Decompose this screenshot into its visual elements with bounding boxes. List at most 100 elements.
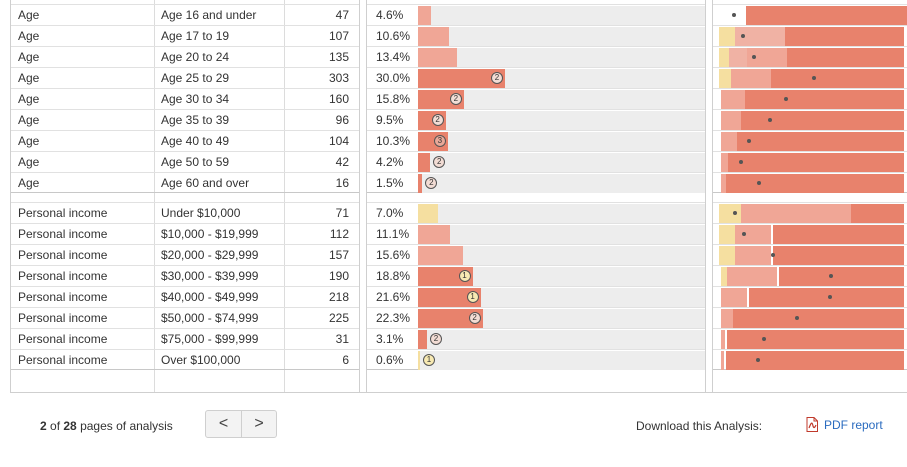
percent-row: 10.6% xyxy=(367,25,705,46)
table-row: Age Age 16 and under 47 xyxy=(11,4,359,25)
percent-bar xyxy=(418,204,439,223)
category-cell: Age xyxy=(18,113,40,127)
median-marker xyxy=(756,358,760,362)
segment-cell: Age 25 to 29 xyxy=(161,71,230,85)
table-row: Age Age 60 and over 16 xyxy=(11,172,359,193)
segment-cell: Age 50 to 59 xyxy=(161,155,230,169)
distribution-row xyxy=(713,328,907,349)
percent-bar xyxy=(418,27,449,46)
median-marker xyxy=(747,139,751,143)
percent-cell: 13.4% xyxy=(376,50,411,64)
percent-row: 3.1% 2 xyxy=(367,328,705,349)
distribution-segment xyxy=(721,111,741,130)
pages-of-label: of xyxy=(46,419,64,433)
category-cell: Age xyxy=(18,155,40,169)
distribution-row xyxy=(713,88,907,109)
percent-track: 1 xyxy=(418,267,705,286)
pdf-report-link[interactable]: PDF report xyxy=(806,417,883,432)
percent-row: 11.1% xyxy=(367,223,705,244)
category-cell: Age xyxy=(18,134,40,148)
distribution-segment xyxy=(721,288,747,307)
distribution-segment xyxy=(719,48,729,67)
segment-cell: Age 40 to 49 xyxy=(161,134,230,148)
significance-badge: 2 xyxy=(491,72,503,84)
percent-bar xyxy=(418,309,483,328)
median-marker xyxy=(771,253,775,257)
percent-track: 2 xyxy=(418,69,705,88)
distribution-segment xyxy=(726,174,904,193)
percent-row: 15.8% 2 xyxy=(367,88,705,109)
percent-bar xyxy=(418,288,481,307)
distribution-segment xyxy=(721,90,745,109)
distribution-panel xyxy=(712,0,907,392)
prev-page-button[interactable]: < xyxy=(218,415,229,432)
count-cell: 303 xyxy=(328,71,349,85)
distribution-row xyxy=(713,4,907,25)
percent-row: 13.4% xyxy=(367,46,705,67)
download-label: Download this Analysis: xyxy=(636,419,763,433)
median-marker xyxy=(742,232,746,236)
median-marker xyxy=(812,76,816,80)
percent-cell: 22.3% xyxy=(376,311,411,325)
percent-row: 10.3% 3 xyxy=(367,130,705,151)
percent-track: 2 xyxy=(418,153,705,172)
distribution-segment xyxy=(773,246,904,265)
percent-row: 4.2% 2 xyxy=(367,151,705,172)
distribution-segment xyxy=(749,288,904,307)
percent-cell: 1.5% xyxy=(376,176,404,190)
table-row: Personal income $75,000 - $99,999 31 xyxy=(11,328,359,349)
category-cell: Age xyxy=(18,92,40,106)
category-cell: Age xyxy=(18,8,40,22)
percent-cell: 10.6% xyxy=(376,29,411,43)
next-page-button[interactable]: > xyxy=(241,411,276,437)
median-marker xyxy=(739,160,743,164)
pdf-icon xyxy=(806,417,818,432)
percent-track xyxy=(418,48,705,67)
category-cell: Personal income xyxy=(18,332,108,346)
table-row: Age Age 30 to 34 160 xyxy=(11,88,359,109)
percent-cell: 11.1% xyxy=(376,227,410,241)
percent-track: 2 xyxy=(418,90,705,109)
distribution-row xyxy=(713,244,907,265)
category-cell: Personal income xyxy=(18,269,108,283)
category-cell: Personal income xyxy=(18,227,108,241)
percent-bar xyxy=(418,246,464,265)
percent-track xyxy=(418,6,705,25)
segment-cell: $75,000 - $99,999 xyxy=(161,332,259,346)
category-cell: Personal income xyxy=(18,290,108,304)
distribution-segment xyxy=(735,246,771,265)
count-cell: 218 xyxy=(328,290,349,304)
percent-track xyxy=(418,204,705,223)
distribution-row xyxy=(713,130,907,151)
count-cell: 71 xyxy=(335,206,349,220)
distribution-row xyxy=(713,307,907,328)
median-marker xyxy=(828,295,832,299)
distribution-segment xyxy=(719,225,735,244)
distribution-segment xyxy=(771,69,904,88)
distribution-segment xyxy=(729,48,747,67)
percent-cell: 9.5% xyxy=(376,113,404,127)
category-cell: Age xyxy=(18,176,40,190)
distribution-segment xyxy=(787,48,904,67)
distribution-segment xyxy=(731,69,771,88)
count-cell: 107 xyxy=(328,29,349,43)
table-row: Age Age 20 to 24 135 xyxy=(11,46,359,67)
percent-bar xyxy=(418,330,427,349)
median-marker xyxy=(752,55,756,59)
percent-cell: 15.6% xyxy=(376,248,411,262)
percent-row: 9.5% 2 xyxy=(367,109,705,130)
percent-row: 30.0% 2 xyxy=(367,67,705,88)
distribution-row xyxy=(713,172,907,193)
table-panel: Age Age 16 and under 47 Age Age 17 to 19 107 A… xyxy=(10,0,360,392)
percent-track: 2 xyxy=(418,174,705,193)
count-cell: 190 xyxy=(328,269,349,283)
percent-track: 1 xyxy=(418,351,705,370)
distribution-segment xyxy=(719,204,741,223)
table-row: Personal income $10,000 - $19,999 112 xyxy=(11,223,359,244)
count-cell: 157 xyxy=(328,248,349,262)
distribution-segment xyxy=(721,309,733,328)
significance-badge: 2 xyxy=(433,156,446,168)
percent-bar xyxy=(418,153,431,172)
count-cell: 96 xyxy=(335,113,349,127)
table-row: Age Age 25 to 29 303 xyxy=(11,67,359,88)
